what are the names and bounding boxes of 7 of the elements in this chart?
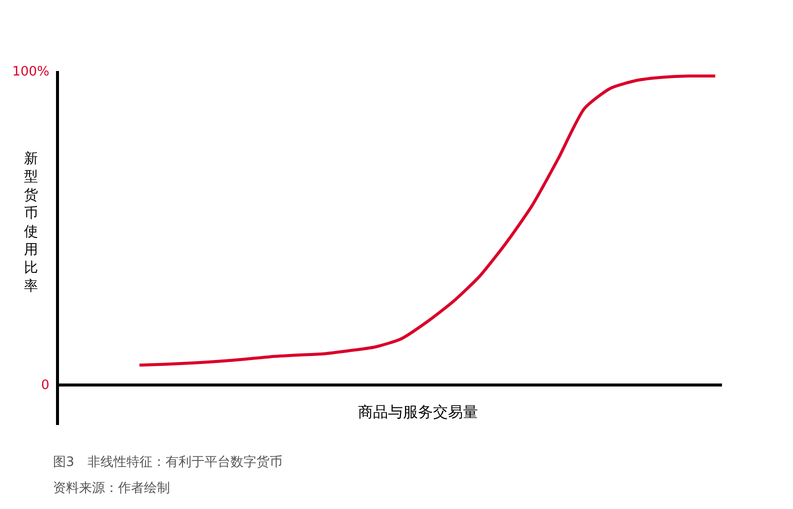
y-axis-title: 新型货币使用比率	[24, 151, 38, 294]
y-tick-label: 0	[41, 378, 50, 393]
caption: 图3 非线性特征：有利于平台数字货币	[53, 454, 282, 470]
y-tick-label: 100%	[12, 64, 50, 80]
text: 资料来源：作者绘制	[53, 481, 170, 496]
line-series	[138, 74, 717, 367]
x-axis-title: 商品与服务交易量	[358, 403, 478, 421]
